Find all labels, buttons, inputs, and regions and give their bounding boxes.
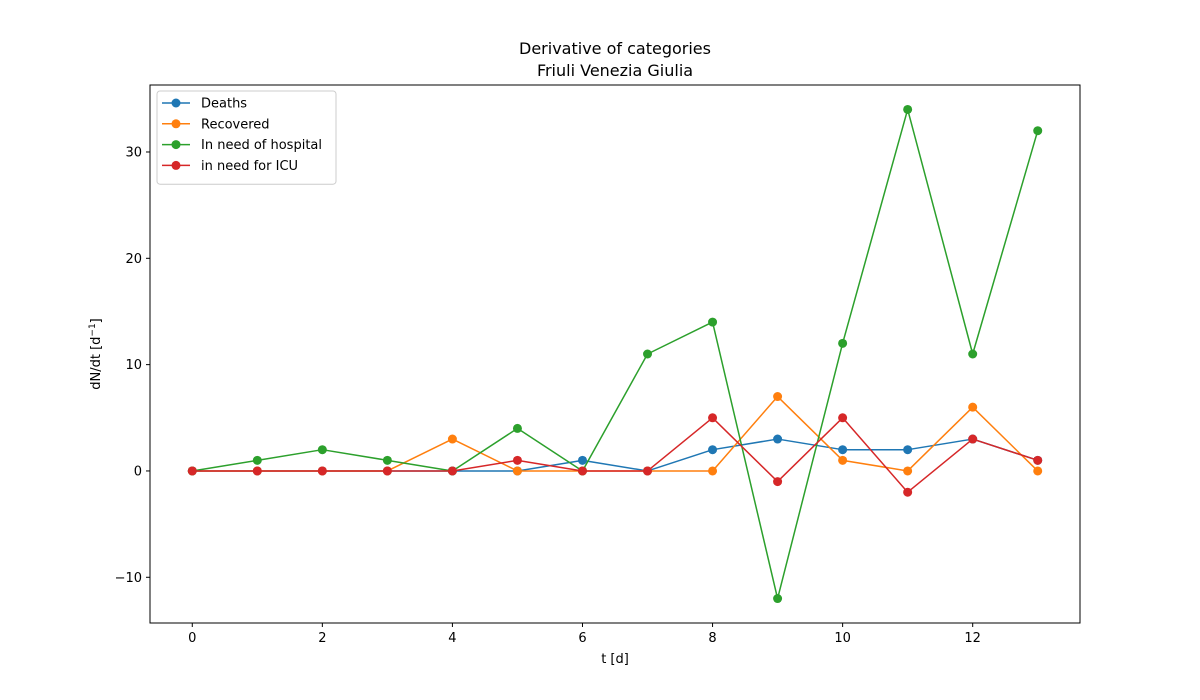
- x-tick-label: 4: [448, 631, 456, 646]
- y-tick-label: 0: [134, 464, 142, 479]
- data-point-deaths: [708, 445, 718, 455]
- y-tick-label: 10: [125, 358, 142, 373]
- y-axis: −10 0 10 20 30: [115, 145, 150, 586]
- data-point-in-need-of-hospital: [1033, 126, 1043, 136]
- data-point-in-need-for-icu: [382, 466, 392, 476]
- data-point-deaths: [903, 445, 913, 455]
- x-axis: 0 2 4 6 8 10 12: [188, 623, 981, 646]
- data-point-in-need-of-hospital: [512, 423, 522, 433]
- series-deaths: [187, 434, 1043, 476]
- legend-item: Recovered: [162, 117, 270, 132]
- series-line-in-need-of-hospital: [192, 108, 1039, 600]
- legend-swatch-marker: [171, 140, 181, 150]
- legend-label: in need for ICU: [201, 159, 298, 174]
- legend-label: In need of hospital: [201, 138, 322, 153]
- y-tick-label: 20: [125, 252, 142, 267]
- x-tick-label: 6: [578, 631, 586, 646]
- data-point-recovered: [447, 434, 457, 444]
- data-point-in-need-for-icu: [187, 466, 197, 476]
- data-point-in-need-of-hospital: [838, 338, 848, 348]
- data-point-in-need-for-icu: [903, 487, 913, 497]
- data-point-recovered: [903, 466, 913, 476]
- x-tick-label: 12: [964, 631, 981, 646]
- y-axis-label-exponent: −1: [88, 323, 98, 336]
- data-point-in-need-for-icu: [1033, 455, 1043, 465]
- data-point-in-need-of-hospital: [252, 455, 262, 465]
- series-line-deaths: [192, 438, 1038, 472]
- legend-box: [156, 90, 337, 185]
- series-line-recovered: [192, 395, 1039, 472]
- legend-item: Deaths: [162, 97, 247, 112]
- legend: Deaths Recovered In need of hospital in nee…: [156, 90, 337, 185]
- y-axis-label-main: dN/dt [d: [89, 337, 104, 390]
- x-tick-label: 2: [318, 631, 326, 646]
- x-tick-label: 10: [834, 631, 851, 646]
- y-axis-label: dN/dt [d−1]: [88, 318, 104, 390]
- data-point-in-need-of-hospital: [773, 594, 783, 604]
- series-recovered: [187, 392, 1043, 476]
- data-point-recovered: [773, 392, 783, 402]
- data-point-in-need-of-hospital: [317, 445, 327, 455]
- data-point-in-need-for-icu: [838, 413, 848, 423]
- y-axis-label-end: ]: [89, 318, 104, 323]
- data-point-in-need-of-hospital: [382, 455, 392, 465]
- data-point-deaths: [838, 445, 848, 455]
- data-point-in-need-for-icu: [643, 466, 653, 476]
- data-point-in-need-of-hospital: [903, 104, 913, 114]
- x-tick-label: 8: [708, 631, 716, 646]
- data-point-deaths: [577, 455, 587, 465]
- y-tick-label: 30: [125, 145, 142, 160]
- chart-title: Derivative of categories: [519, 39, 711, 58]
- data-point-in-need-of-hospital: [968, 349, 978, 359]
- data-point-in-need-of-hospital: [643, 349, 653, 359]
- series-line-in-need-for-icu: [192, 417, 1038, 493]
- data-point-in-need-for-icu: [708, 413, 718, 423]
- data-point-in-need-of-hospital: [708, 317, 718, 327]
- x-axis-label: t [d]: [601, 652, 629, 667]
- data-point-in-need-for-icu: [577, 466, 587, 476]
- data-point-in-need-for-icu: [968, 434, 978, 444]
- plot-frame: [149, 84, 1081, 624]
- data-point-recovered: [838, 455, 848, 465]
- legend-item: in need for ICU: [162, 159, 298, 174]
- data-point-recovered: [1033, 466, 1043, 476]
- legend-label: Recovered: [201, 117, 270, 132]
- legend-swatch-marker: [171, 119, 181, 129]
- legend-swatch-marker: [171, 98, 181, 108]
- series-layer: [187, 104, 1043, 604]
- chart-subtitle: Friuli Venezia Giulia: [537, 61, 693, 80]
- data-point-in-need-for-icu: [773, 477, 783, 487]
- legend-label: Deaths: [201, 97, 247, 112]
- data-point-in-need-for-icu: [447, 466, 457, 476]
- data-point-in-need-for-icu: [317, 466, 327, 476]
- x-tick-label: 0: [188, 631, 196, 646]
- data-point-recovered: [512, 466, 522, 476]
- data-point-deaths: [773, 434, 783, 444]
- legend-swatch-marker: [171, 160, 181, 170]
- y-tick-label: −10: [115, 571, 142, 586]
- data-point-in-need-for-icu: [252, 466, 262, 476]
- legend-item: In need of hospital: [162, 138, 322, 153]
- series-in-need-for-icu: [187, 413, 1043, 497]
- data-point-recovered: [968, 402, 978, 412]
- data-point-in-need-for-icu: [512, 455, 522, 465]
- data-point-recovered: [708, 466, 718, 476]
